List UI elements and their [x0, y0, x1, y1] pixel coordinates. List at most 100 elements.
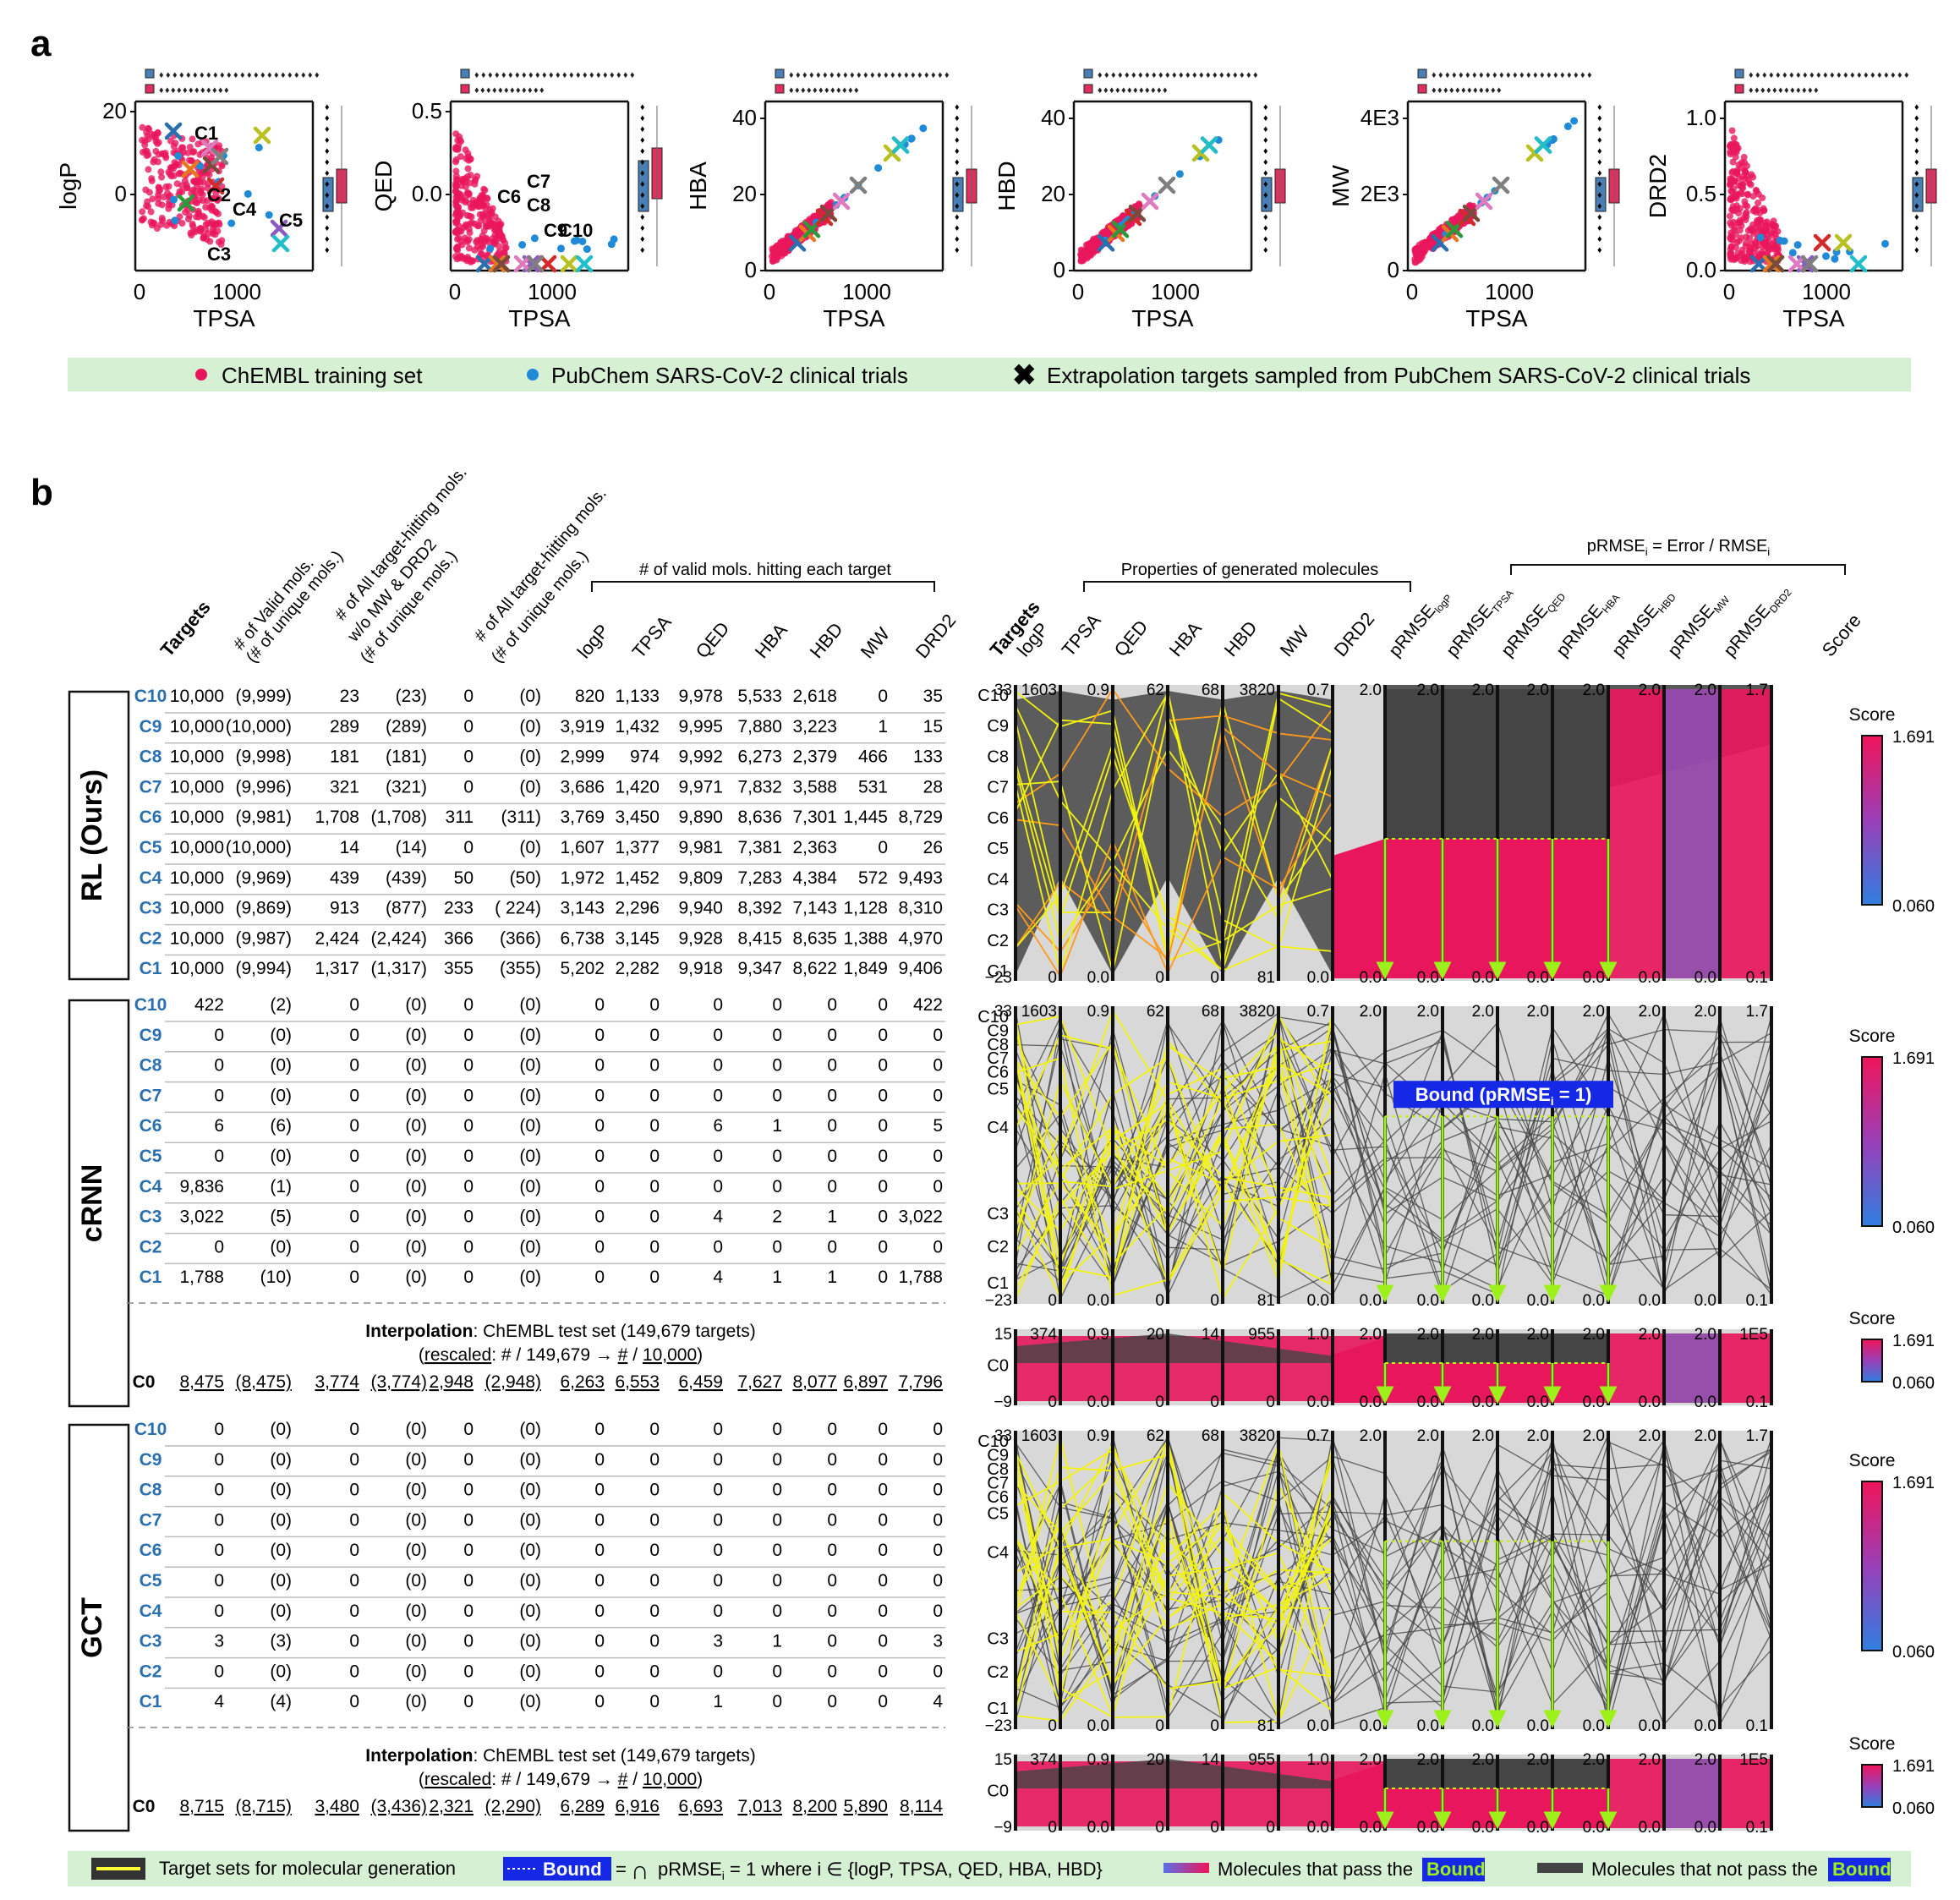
pc-top-tick: 955	[1248, 1326, 1275, 1344]
training-point	[144, 198, 151, 205]
y-tick-label: 0	[115, 181, 127, 206]
clinical-point	[907, 134, 916, 143]
tspan: 10,000	[643, 1770, 697, 1789]
outlier-mark: ♦	[325, 168, 330, 178]
training-point	[214, 227, 222, 235]
outlier-mark: ♦	[562, 70, 567, 80]
row-hit-logp: 0	[594, 1662, 605, 1681]
row-hit-tpsa: 0	[649, 1662, 660, 1681]
colorbar-min: 0.060	[1892, 897, 1935, 916]
pc-bottom-tick: 0.0	[1639, 969, 1661, 987]
training-point	[186, 144, 194, 151]
model-block: RL (Ours)C10 10,000 (9,999) 23 (23) 0 (0) 820 1,…	[68, 687, 945, 981]
row-valid: 0	[214, 1481, 224, 1500]
training-point	[1742, 168, 1749, 176]
outlier-mark: ♦	[1263, 157, 1268, 167]
pc-bottom-tick: 0.1	[1746, 1292, 1768, 1310]
pc-top-tick: 1.7	[1746, 1427, 1768, 1445]
row-hit-logp: 0	[594, 1086, 605, 1105]
clinical-point	[255, 144, 263, 151]
tspan: pRMSE	[1552, 601, 1607, 660]
outlier-mark: ♦	[1597, 212, 1602, 222]
training-point	[476, 199, 484, 206]
row-hit-mw: 0	[878, 1116, 888, 1136]
training-point	[479, 243, 487, 250]
outlier-mark: ♦	[576, 70, 581, 80]
y-tick-label: 0.5	[412, 98, 442, 123]
target-marker-c2	[1762, 255, 1781, 273]
pc-bottom-tick: 81	[1257, 1292, 1275, 1310]
row-hit-qed: 9,918	[678, 959, 723, 978]
outlier-mark: ♦	[596, 70, 601, 80]
tspan: Interpolation	[365, 1746, 473, 1766]
training-point	[167, 170, 174, 178]
training-point	[1771, 243, 1778, 250]
row-all-hit-b: 355	[444, 959, 474, 978]
header-prop: TPSA	[1058, 610, 1105, 660]
panel-b-legend: Target sets for molecular generation Bou…	[68, 1851, 1911, 1886]
row-hit-hba: 8,392	[737, 899, 782, 918]
parallel-coordinates: 33 −23 1603 0 0.9 0.0 62 0 68 0 3820 81 0.7 0.0 2.0 0.0…	[977, 682, 1935, 1837]
row-hit-tpsa: 0	[649, 1571, 660, 1591]
pc-target-label: C1	[987, 962, 1009, 981]
row-hit-hbd: 0	[827, 1086, 837, 1105]
outlier-mark: ♦	[818, 85, 824, 96]
training-point	[479, 232, 486, 239]
pc-bottom-tick: 0.0	[1360, 1292, 1382, 1310]
row-hit-drd2: 0	[933, 1541, 943, 1560]
pc-top-tick: 2.0	[1694, 1427, 1716, 1445]
training-point	[202, 221, 210, 228]
y-tick-label: 40	[1041, 105, 1065, 130]
y-tick-label: 0	[1054, 257, 1065, 282]
outlier-mark: ♦	[1597, 113, 1602, 123]
outlier-mark: ♦	[813, 85, 818, 96]
c0-hit-mw: 5,890	[843, 1797, 888, 1816]
outlier-mark: ♦	[1574, 70, 1579, 80]
outlier-mark: ♦	[789, 85, 794, 96]
row-target: C3	[140, 1207, 162, 1227]
training-point	[163, 222, 171, 229]
outlier-mark: ♦	[474, 85, 479, 96]
pc-top-tick: 2.0	[1527, 1326, 1549, 1344]
pc-bottom-tick: 0.0	[1472, 969, 1494, 987]
outlier-mark: ♦	[1179, 70, 1184, 80]
row-target: C2	[140, 928, 162, 948]
training-point	[1732, 244, 1739, 251]
row-target: C3	[140, 1632, 162, 1651]
outlier-mark: ♦	[1519, 70, 1525, 80]
row-hit-qed: 4	[713, 1207, 723, 1227]
row-valid: 10,000	[170, 747, 224, 767]
c0-hit-mw: 6,897	[843, 1372, 888, 1392]
training-point	[1767, 232, 1775, 239]
pc-top-tick: 2.0	[1360, 1326, 1382, 1344]
x-tick-label: 0	[134, 279, 145, 304]
outlier-mark: ♦	[1473, 85, 1478, 96]
row-all-hit-b-unique: (0)	[519, 1026, 541, 1045]
outlier-mark: ♦	[848, 85, 853, 96]
row-valid: 0	[214, 1571, 224, 1591]
training-point	[1748, 171, 1755, 178]
pc-target-label: C7	[987, 779, 1009, 797]
row-hit-drd2: 0	[933, 1602, 943, 1621]
row-hit-drd2: 1,788	[898, 1268, 943, 1287]
row-hit-hbd: 8,622	[792, 959, 837, 978]
panel-a-legend: ChEMBL training set PubChem SARS-CoV-2 c…	[68, 358, 1911, 391]
training-point	[209, 203, 216, 211]
row-hit-drd2: 26	[923, 838, 943, 857]
row-all-hit-b-unique: (0)	[519, 838, 541, 857]
pc-bottom-tick: 0.1	[1746, 1717, 1768, 1735]
pc-target-label: C7	[987, 1049, 1009, 1068]
pc-bottom-tick: 0.1	[1746, 1819, 1768, 1837]
clinical-point	[583, 245, 591, 254]
row-hit-mw: 0	[878, 995, 888, 1015]
outlier-mark: ♦	[944, 70, 950, 80]
scatter-panel: ♦ ♦ ♦ ♦ ♦ ♦ ♦ ♦ ♦ ♦ ♦ ♦ ♦ ♦ ♦ ♦ ♦ ♦ ♦ ♦ ♦ ♦ ♦ ♦♦ ♦ ♦ ♦ ♦ ♦ ♦ ♦ ♦ ♦ ♦ ♦♦♦♦♦…	[1328, 68, 1620, 331]
training-point	[173, 180, 181, 188]
outlier-mark: ♦	[240, 70, 245, 80]
outlier-mark: ♦	[1452, 70, 1457, 80]
pc-top-tick: 14	[1202, 1751, 1220, 1769]
pc-top-tick: 20	[1147, 1326, 1164, 1344]
pc-top-tick: 2.0	[1694, 1003, 1716, 1021]
tspan: Bound (pRMSE	[1415, 1084, 1551, 1105]
outlier-mark: ♦	[1540, 70, 1545, 80]
